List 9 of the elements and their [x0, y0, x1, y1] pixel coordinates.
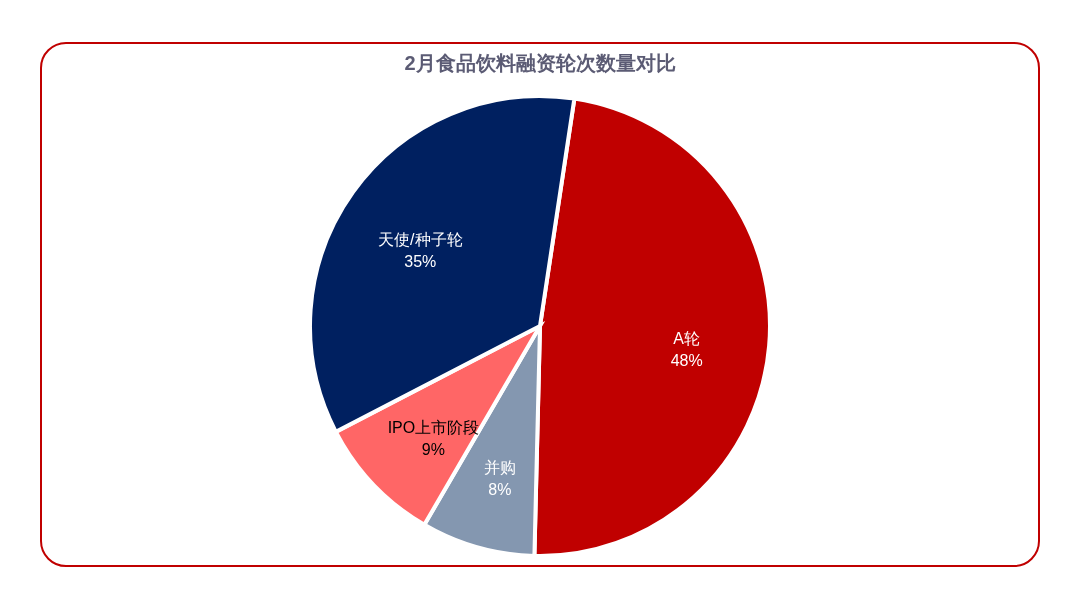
data-label: 9% — [421, 440, 445, 458]
data-label: 48% — [670, 351, 703, 369]
slice-label: 并购 — [483, 458, 516, 476]
data-label: 35% — [404, 253, 437, 271]
slice-label: A轮 — [673, 329, 700, 347]
data-label: 8% — [488, 480, 512, 498]
chart-title: 2月食品饮料融资轮次数量对比 — [404, 52, 676, 74]
slice-label: 天使/种子轮 — [378, 231, 463, 249]
slice-label: IPO上市阶段 — [387, 418, 480, 436]
